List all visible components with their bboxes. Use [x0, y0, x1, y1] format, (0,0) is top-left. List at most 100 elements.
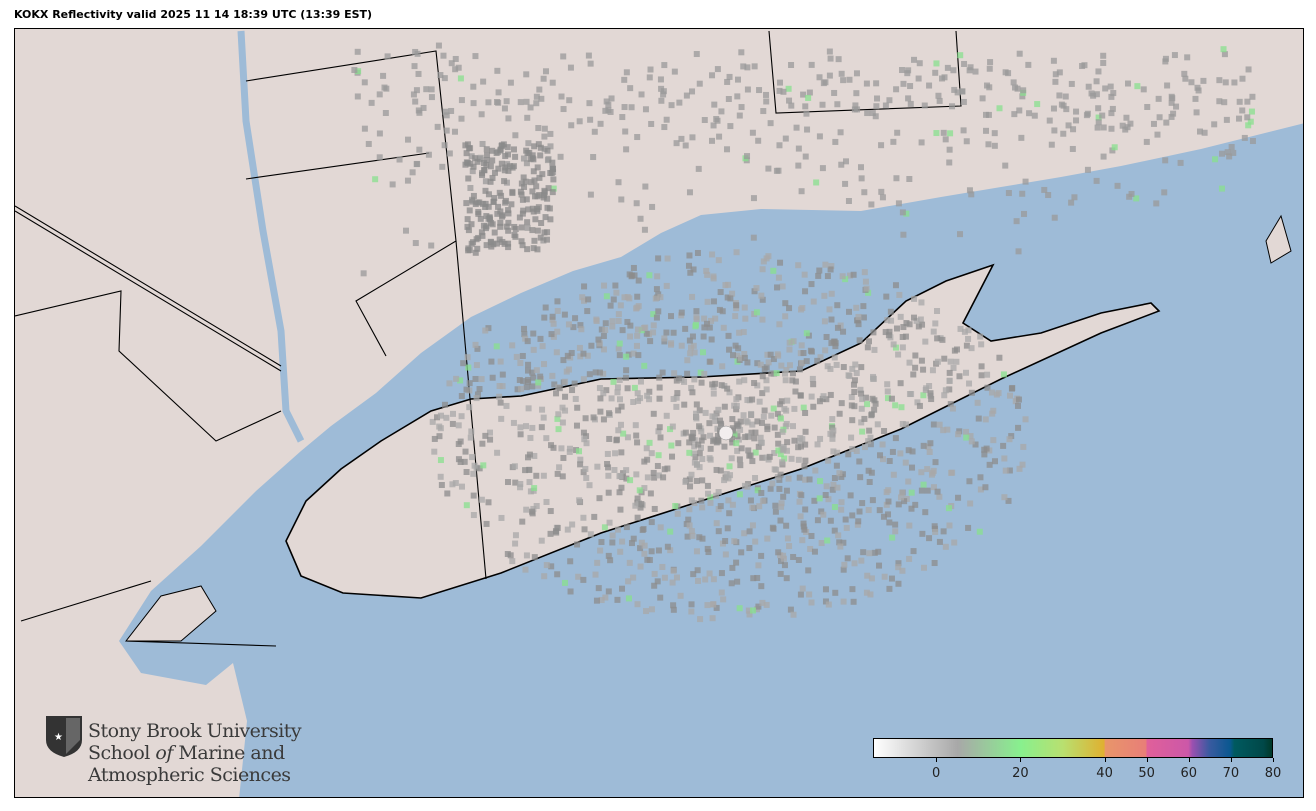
echo-pixel	[926, 535, 933, 542]
echo-pixel	[602, 107, 609, 114]
echo-pixel	[600, 332, 607, 339]
echo-pixel	[984, 371, 991, 378]
echo-pixel	[933, 130, 940, 137]
echo-pixel	[763, 386, 770, 393]
echo-pixel	[850, 598, 857, 605]
echo-pixel	[899, 333, 906, 340]
echo-pixel	[726, 346, 733, 353]
colorbar-tick-label: 60	[1180, 766, 1198, 781]
echo-pixel	[674, 390, 681, 397]
echo-pixel	[434, 414, 441, 421]
echo-pixel	[605, 101, 612, 108]
echo-pixel	[733, 302, 740, 309]
echo-pixel	[759, 266, 766, 273]
echo-pixel	[882, 102, 889, 109]
echo-pixel	[736, 491, 743, 498]
echo-pixel	[540, 414, 547, 421]
echo-pixel	[744, 483, 751, 490]
echo-pixel	[831, 354, 838, 361]
echo-pixel	[505, 227, 512, 234]
echo-pixel	[749, 607, 756, 614]
echo-pixel	[836, 410, 843, 417]
echo-pixel	[700, 434, 707, 441]
echo-pixel	[602, 594, 609, 601]
echo-pixel	[613, 289, 620, 296]
echo-pixel	[587, 116, 594, 123]
echo-pixel	[609, 318, 616, 325]
echo-pixel	[754, 574, 761, 581]
echo-pixel	[651, 582, 658, 589]
echo-pixel	[468, 428, 475, 435]
echo-pixel	[687, 269, 694, 276]
echo-pixel	[519, 518, 526, 525]
echo-pixel	[887, 308, 894, 315]
echo-pixel	[628, 540, 635, 547]
echo-pixel	[523, 384, 530, 391]
echo-pixel	[861, 444, 868, 451]
echo-pixel	[751, 380, 758, 387]
echo-pixel	[416, 109, 423, 116]
echo-pixel	[650, 322, 657, 329]
echo-pixel	[729, 290, 736, 297]
echo-pixel	[926, 383, 933, 390]
echo-pixel	[802, 409, 809, 416]
echo-pixel	[889, 534, 896, 541]
echo-pixel	[647, 490, 654, 497]
echo-pixel	[843, 524, 850, 531]
echo-pixel	[750, 195, 757, 202]
echo-pixel	[473, 395, 480, 402]
echo-pixel	[464, 216, 471, 223]
echo-pixel	[840, 328, 847, 335]
echo-pixel	[802, 153, 809, 160]
echo-pixel	[598, 539, 605, 546]
echo-pixel	[1008, 385, 1015, 392]
echo-pixel	[949, 103, 956, 110]
echo-pixel	[927, 390, 934, 397]
echo-pixel	[531, 485, 538, 492]
echo-pixel	[706, 420, 713, 427]
echo-pixel	[464, 159, 471, 166]
echo-pixel	[535, 379, 542, 386]
echo-pixel	[868, 411, 875, 418]
echo-pixel	[853, 447, 860, 454]
echo-pixel	[808, 61, 815, 68]
echo-pixel	[939, 336, 946, 343]
echo-pixel	[865, 467, 872, 474]
echo-pixel	[715, 437, 722, 444]
echo-pixel	[689, 293, 696, 300]
echo-pixel	[574, 404, 581, 411]
echo-pixel	[676, 99, 683, 106]
echo-pixel	[580, 297, 587, 304]
echo-pixel	[533, 100, 540, 107]
echo-pixel	[670, 329, 677, 336]
echo-pixel	[376, 154, 383, 161]
echo-pixel	[495, 165, 502, 172]
echo-pixel	[886, 97, 893, 104]
echo-pixel	[1108, 125, 1115, 132]
echo-pixel	[939, 75, 946, 82]
echo-pixel	[1125, 80, 1132, 87]
radar-map[interactable]	[14, 28, 1304, 798]
echo-pixel	[637, 545, 644, 552]
echo-pixel	[963, 342, 970, 349]
echo-pixel	[735, 436, 742, 443]
echo-pixel	[764, 423, 771, 430]
echo-pixel	[946, 522, 953, 529]
echo-pixel	[657, 594, 664, 601]
echo-pixel	[615, 345, 622, 352]
echo-pixel	[985, 141, 992, 148]
echo-pixel	[520, 378, 527, 385]
echo-pixel	[482, 432, 489, 439]
echo-pixel	[603, 293, 610, 300]
echo-pixel	[633, 471, 640, 478]
echo-pixel	[851, 388, 858, 395]
echo-pixel	[659, 369, 666, 376]
echo-pixel	[837, 543, 844, 550]
echo-pixel	[975, 415, 982, 422]
echo-pixel	[1013, 218, 1020, 225]
echo-pixel	[863, 80, 870, 87]
echo-pixel	[886, 585, 893, 592]
echo-pixel	[623, 353, 630, 360]
echo-pixel	[651, 570, 658, 577]
colorbar-tick	[1188, 758, 1190, 762]
